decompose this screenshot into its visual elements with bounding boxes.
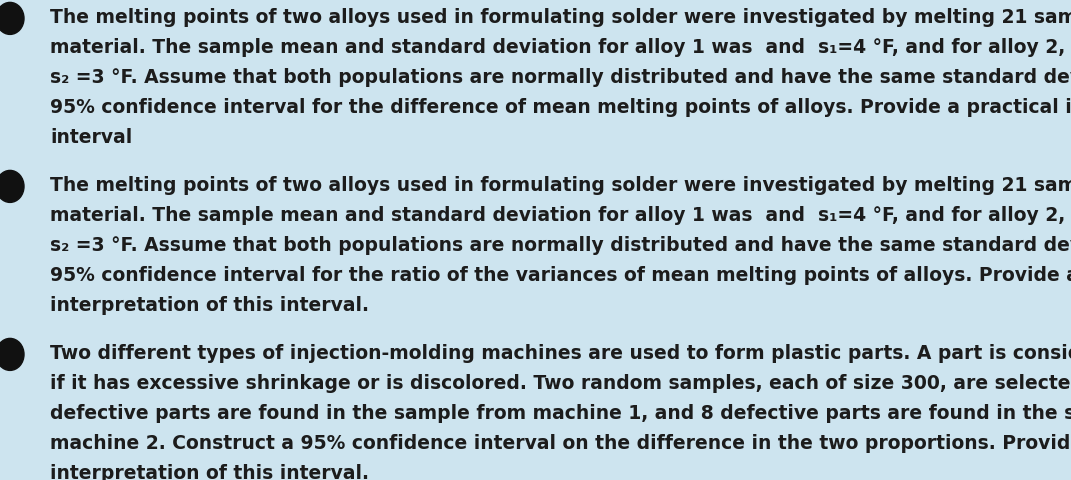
- Text: The melting points of two alloys used in formulating solder were investigated by: The melting points of two alloys used in…: [50, 8, 1071, 27]
- Text: The melting points of two alloys used in formulating solder were investigated by: The melting points of two alloys used in…: [50, 176, 1071, 194]
- Text: s₂ =3 °F. Assume that both populations are normally distributed and have the sam: s₂ =3 °F. Assume that both populations a…: [50, 68, 1071, 87]
- Text: material. The sample mean and standard deviation for alloy 1 was  and  s₁=4 °F, : material. The sample mean and standard d…: [50, 38, 1071, 57]
- Ellipse shape: [0, 3, 24, 36]
- Text: 95% confidence interval for the ratio of the variances of mean melting points of: 95% confidence interval for the ratio of…: [50, 265, 1071, 285]
- Text: s₂ =3 °F. Assume that both populations are normally distributed and have the sam: s₂ =3 °F. Assume that both populations a…: [50, 236, 1071, 254]
- Text: interpretation of this interval.: interpretation of this interval.: [50, 463, 369, 480]
- Text: interval: interval: [50, 128, 132, 147]
- Ellipse shape: [0, 339, 24, 371]
- Text: interpretation of this interval.: interpretation of this interval.: [50, 295, 369, 314]
- Text: 95% confidence interval for the difference of mean melting points of alloys. Pro: 95% confidence interval for the differen…: [50, 98, 1071, 117]
- Text: defective parts are found in the sample from machine 1, and 8 defective parts ar: defective parts are found in the sample …: [50, 403, 1071, 422]
- Text: material. The sample mean and standard deviation for alloy 1 was  and  s₁=4 °F, : material. The sample mean and standard d…: [50, 205, 1071, 225]
- Text: if it has excessive shrinkage or is discolored. Two random samples, each of size: if it has excessive shrinkage or is disc…: [50, 373, 1071, 392]
- Text: Two different types of injection-molding machines are used to form plastic parts: Two different types of injection-molding…: [50, 343, 1071, 362]
- Ellipse shape: [0, 171, 24, 203]
- Text: machine 2. Construct a 95% confidence interval on the difference in the two prop: machine 2. Construct a 95% confidence in…: [50, 433, 1071, 452]
